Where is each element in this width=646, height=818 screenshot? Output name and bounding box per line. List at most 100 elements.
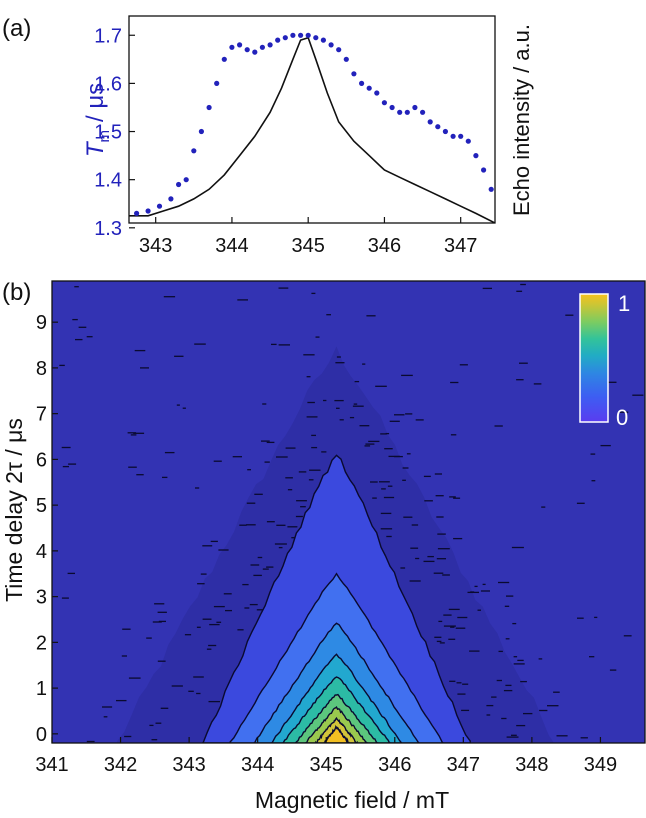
tm-point bbox=[267, 42, 273, 48]
tm-point bbox=[343, 56, 349, 62]
panel-a-x-ticks: 343 344 345 346 347 bbox=[139, 217, 477, 257]
tm-point bbox=[156, 203, 163, 209]
panel-a-y-ticks: 1.3 1.4 1.5 1.6 1.7 bbox=[94, 25, 135, 240]
tm-point bbox=[366, 85, 372, 91]
panel-b-heatmap bbox=[52, 281, 645, 743]
panel-a-plot-area bbox=[129, 32, 495, 223]
tm-symbol: T bbox=[82, 140, 109, 157]
noise-strokes bbox=[59, 283, 644, 743]
tm-point bbox=[206, 104, 212, 111]
y-tick-label: 5 bbox=[36, 495, 47, 517]
x-tick-label: 343 bbox=[172, 754, 205, 776]
x-tick-label: 343 bbox=[139, 235, 172, 257]
tm-point bbox=[450, 133, 456, 139]
y-tick-label: 1.3 bbox=[94, 218, 122, 240]
colorbar-max-label: 1 bbox=[618, 291, 630, 316]
tm-point bbox=[176, 181, 182, 188]
y-tick-label: 4 bbox=[36, 541, 47, 563]
x-tick-label: 346 bbox=[378, 754, 411, 776]
y-tick-label: 6 bbox=[36, 449, 47, 471]
tm-point bbox=[481, 167, 487, 173]
tm-point bbox=[442, 128, 448, 135]
x-tick-label: 347 bbox=[447, 754, 480, 776]
y-tick-label: 9 bbox=[36, 312, 47, 334]
x-tick-label: 346 bbox=[368, 235, 401, 257]
tm-point bbox=[168, 196, 174, 202]
y-tick-label: 1.6 bbox=[94, 73, 122, 95]
panel-a-frame bbox=[128, 15, 496, 224]
tm-point bbox=[244, 47, 250, 53]
colorbar-gradient bbox=[579, 293, 609, 423]
tm-point bbox=[282, 35, 288, 41]
x-tick-label: 347 bbox=[444, 235, 477, 257]
panel-b-y-axis-label: Time delay 2τ / μs bbox=[1, 418, 27, 602]
panel-b: (b) 341 342 343 344 345 346 347 348 349 01234567… bbox=[1, 279, 646, 813]
tm-point bbox=[404, 109, 410, 115]
tm-point bbox=[313, 35, 319, 41]
panel-b-x-ticks: 341 342 343 344 345 346 347 348 349 bbox=[35, 737, 617, 776]
tm-point bbox=[427, 119, 433, 125]
tm-point bbox=[275, 37, 281, 43]
tm-point bbox=[221, 56, 227, 62]
panel-b-x-axis-label: Magnetic field / mT bbox=[255, 787, 449, 813]
panel-a-y-axis-label: Tm / μs bbox=[82, 83, 113, 157]
tm-point bbox=[290, 32, 296, 38]
panel-b-y-ticks: 0 1 2 3 4 5 6 7 8 9 bbox=[36, 312, 58, 746]
y-tick-label: 2 bbox=[36, 632, 47, 654]
svg-text:Tm/ μs: Tm / μs bbox=[82, 83, 113, 157]
y-tick-label: 0 bbox=[36, 724, 47, 746]
y-tick-label: 7 bbox=[36, 404, 47, 426]
panel-b-label: (b) bbox=[2, 279, 31, 306]
panel-a-right-axis-label: Echo intensity / a.u. bbox=[509, 24, 534, 216]
tm-point bbox=[359, 80, 365, 86]
x-tick-label: 341 bbox=[35, 754, 68, 776]
panel-b-frame bbox=[51, 280, 646, 744]
x-tick-label: 342 bbox=[104, 754, 137, 776]
x-tick-label: 349 bbox=[584, 754, 617, 776]
x-tick-label: 345 bbox=[310, 754, 343, 776]
tm-point bbox=[473, 153, 479, 159]
tm-point bbox=[458, 133, 464, 139]
tm-point bbox=[397, 109, 403, 115]
tm-point bbox=[412, 104, 418, 111]
tm-point bbox=[488, 186, 494, 192]
tm-point bbox=[374, 90, 380, 96]
tm-point bbox=[198, 128, 204, 135]
tm-point bbox=[145, 208, 151, 214]
tm-point bbox=[183, 177, 189, 183]
y-tick-label: 1.4 bbox=[94, 170, 122, 192]
y-tick-label: 1 bbox=[36, 678, 47, 700]
tm-point bbox=[381, 100, 387, 106]
tm-point bbox=[328, 42, 334, 48]
tm-point bbox=[252, 49, 258, 55]
tm-subscript: m bbox=[96, 130, 113, 143]
x-tick-label: 345 bbox=[292, 235, 325, 257]
x-tick-label: 344 bbox=[241, 754, 274, 776]
tm-point bbox=[298, 32, 304, 38]
y-tick-label: 1.7 bbox=[94, 25, 122, 47]
y-tick-label: 1.5 bbox=[94, 122, 122, 144]
tm-point bbox=[320, 37, 326, 43]
contour-level bbox=[323, 724, 350, 743]
colorbar-min-label: 0 bbox=[616, 405, 628, 430]
tm-point bbox=[351, 71, 357, 77]
panel-a-label: (a) bbox=[2, 15, 31, 42]
colorbar: 1 0 bbox=[579, 291, 630, 430]
tm-point bbox=[305, 32, 311, 38]
tm-unit: / μs bbox=[82, 83, 109, 122]
y-tick-label: 3 bbox=[36, 587, 47, 609]
x-tick-label: 348 bbox=[515, 754, 548, 776]
tm-point bbox=[191, 148, 197, 154]
tm-point bbox=[435, 124, 441, 130]
tm-point bbox=[389, 104, 395, 111]
tm-point bbox=[420, 109, 426, 115]
tm-point bbox=[214, 80, 220, 86]
tm-point bbox=[465, 138, 471, 144]
tm-point bbox=[134, 210, 140, 216]
y-tick-label: 8 bbox=[36, 358, 47, 380]
x-tick-label: 344 bbox=[215, 235, 248, 257]
tm-point bbox=[237, 42, 243, 48]
panel-a: (a) 343 344 345 346 347 1.3 1.4 1.5 1.6 1.7 Tm / … bbox=[2, 15, 534, 257]
echo-intensity-line bbox=[129, 36, 495, 223]
